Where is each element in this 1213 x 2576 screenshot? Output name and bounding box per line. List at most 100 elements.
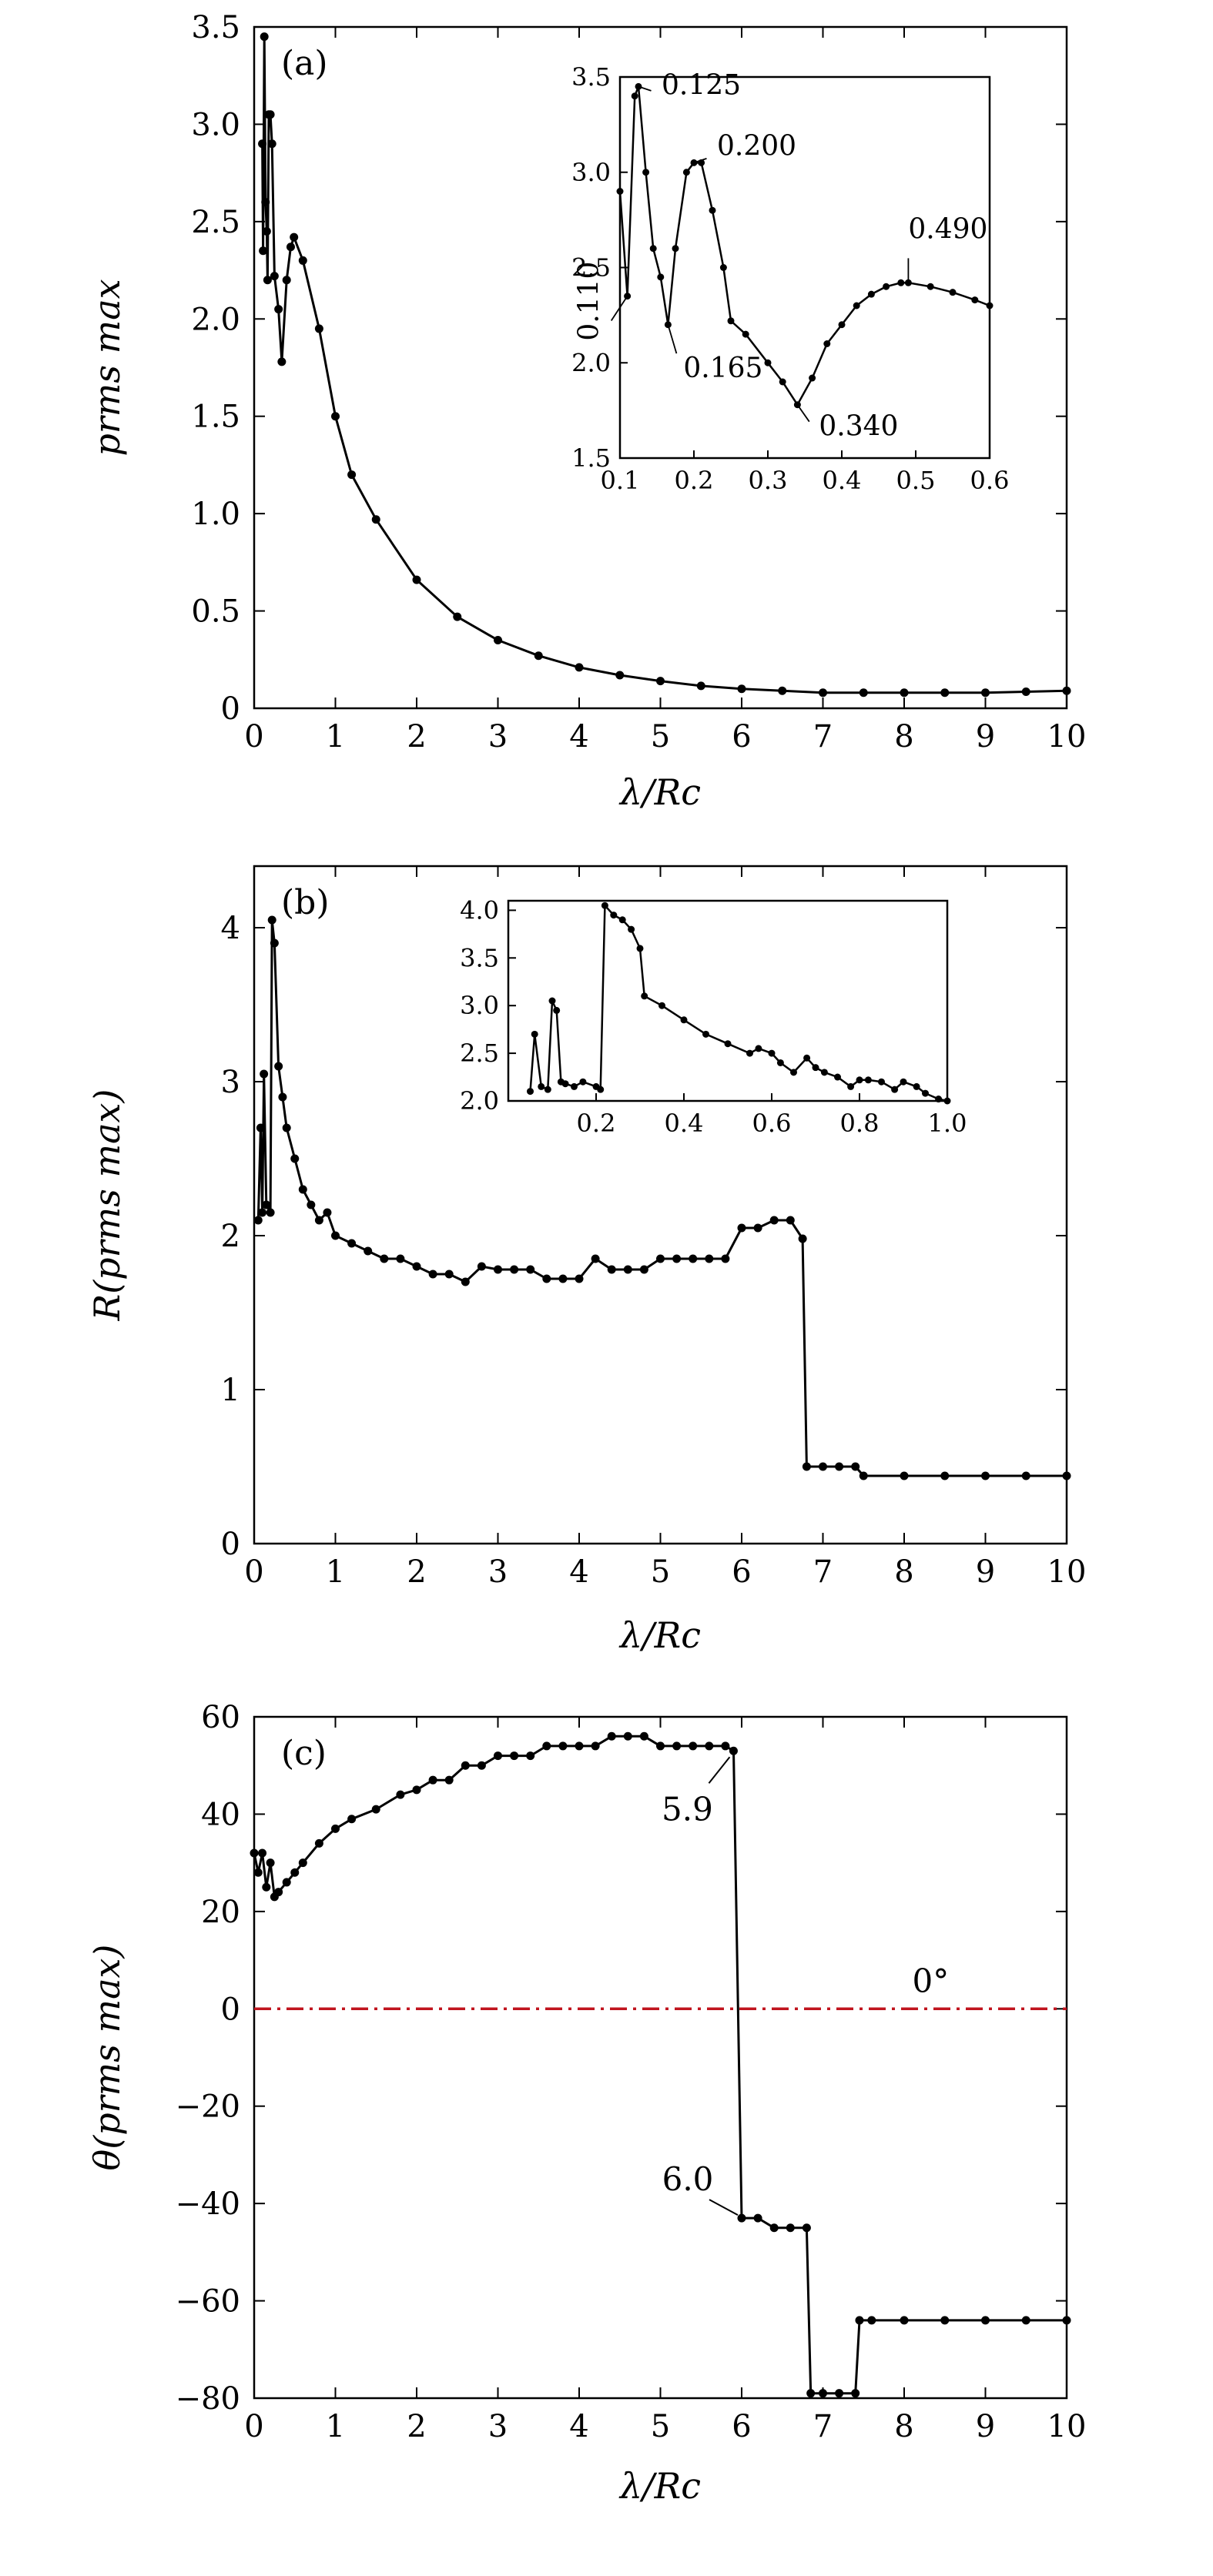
x-tick-label: 4 [569,719,588,754]
inset-data-point [935,1096,943,1103]
inset-data-point [949,289,957,296]
data-point [267,139,276,149]
x-tick-label: 3 [488,1554,508,1590]
data-point [477,1761,486,1770]
data-point [656,677,665,686]
inset-data-point [527,1088,534,1096]
data-point [769,1216,779,1225]
inset-data-point [571,1082,578,1090]
data-point [526,1751,535,1761]
x-tick-label: 8 [894,1554,913,1590]
inset-frame [618,75,991,460]
data-point [591,1741,600,1751]
data-point [510,1751,519,1761]
inset-data-point [538,1082,545,1090]
data-point [270,938,279,948]
y-tick-label: −20 [176,2089,240,2125]
data-point [250,1848,259,1858]
data-point [331,1824,340,1833]
x-tick-label: 2 [407,1554,426,1590]
data-point [347,1239,357,1248]
inset-data-point [986,302,994,309]
inset-y-tick-label: 3.5 [571,62,611,92]
data-point [786,1216,795,1225]
inset-y-tick-label: 2.5 [571,253,611,283]
panel-c: 0 1 2 3 4 5 6 7 8 9 10 −80 −60 −40 −20 0 20 40 60 λ/Rc θ(prm… [86,1700,1086,2507]
data-point [364,1246,373,1256]
data-point [277,357,286,366]
data-point [806,2389,816,2398]
inset-data-point [616,188,624,195]
data-point [689,1741,698,1751]
data-point [835,1462,844,1471]
data-point [282,1123,291,1132]
x-tick-label: 2 [407,719,426,754]
data-point [412,575,421,584]
x-tick-label: 2 [407,2409,426,2444]
data-point [253,1868,263,1877]
y-tick-label: 4 [221,911,240,946]
data-point [737,684,746,694]
data-point [835,2389,844,2398]
inset-data-point [820,1069,828,1076]
data-point [444,1775,454,1785]
data-point [1021,687,1030,697]
inset-annotation-arrow [638,85,652,92]
panel-label: (a) [281,44,328,83]
data-point [656,1741,665,1751]
x-tick-label: 3 [488,719,508,754]
data-point [263,276,272,285]
data-point [494,636,502,644]
inset-data-point [803,1054,811,1062]
data-point [591,1254,600,1263]
inset-annotation-label: 0.490 [908,213,987,245]
inset-y-tick-label: 3.0 [571,158,611,187]
data-point [729,1746,738,1755]
inset-data-point [809,374,816,382]
data-point [542,1741,551,1751]
data-point [575,1741,584,1751]
data-point [396,1254,405,1263]
inset-data-point [971,296,979,304]
y-tick-label: 20 [201,1895,240,1930]
data-point [510,1265,519,1274]
inset-data-point [642,169,650,176]
data-point [286,243,295,252]
data-point [981,688,990,698]
data-point [867,2316,876,2325]
inset-frame [507,899,949,1102]
inset-data-point [724,1040,732,1048]
data-point [347,470,357,480]
data-point [981,2316,990,2325]
inset-x-tick-label: 0.3 [749,466,788,495]
data-point [290,1154,300,1163]
data-point [859,1471,868,1480]
data-point [261,198,270,207]
y-tick-label: 3.0 [191,107,240,142]
data-point [274,1888,283,1897]
data-point [314,1838,323,1848]
inset-x-tick-label: 0.6 [970,466,1010,495]
data-point [575,663,584,672]
panel-label: (b) [281,883,330,922]
data-point [258,1208,267,1217]
data-point [940,688,950,698]
inset-data-point [790,1069,797,1076]
inset-data-point [631,92,638,100]
data-point [323,1208,332,1217]
inset-data-point [913,1082,920,1090]
x-tick-label: 9 [976,1554,995,1590]
data-point [802,1462,811,1471]
inset-data-point [746,1049,753,1057]
data-point [786,2223,795,2233]
inset-data-point [561,1080,569,1088]
y-axis-label: R(prms max) [86,1089,128,1322]
x-tick-label: 4 [569,1554,588,1590]
data-point [705,1254,714,1263]
series-line [256,918,1067,1477]
panel-label: (c) [281,1734,327,1773]
x-tick-label: 1 [326,1554,345,1590]
x-tick-label: 9 [976,2409,995,2444]
data-point [371,1805,380,1814]
